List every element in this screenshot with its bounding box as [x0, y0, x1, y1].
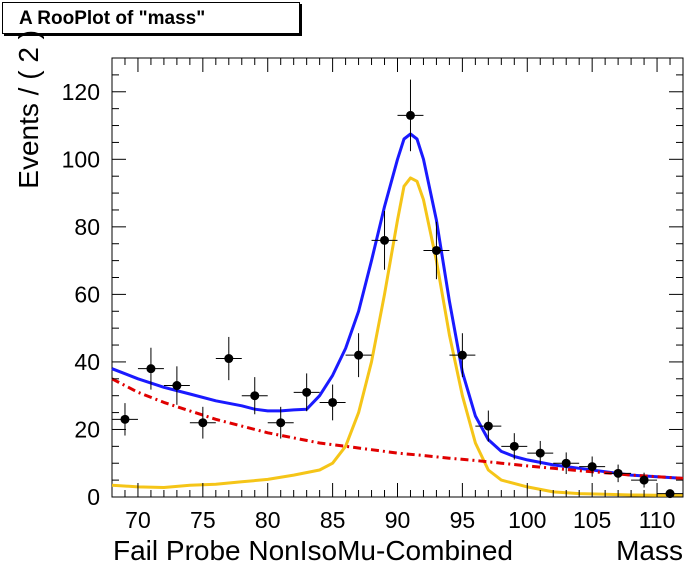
data-point [527, 440, 554, 466]
y-tick-label: 100 [62, 146, 100, 172]
y-tick-label: 80 [74, 214, 100, 240]
data-marker [509, 441, 519, 451]
chart-title: A RooPlot of "mass" [19, 8, 206, 29]
x-tick-label: 70 [125, 507, 151, 533]
data-marker [405, 110, 415, 120]
x-tick-label: 85 [320, 507, 346, 533]
y-axis-title: Events / ( 2 ) [13, 30, 44, 189]
x-tick-label: 75 [190, 507, 216, 533]
data-point [345, 333, 372, 378]
data-marker [535, 448, 545, 458]
data-point [631, 472, 658, 488]
data-point [371, 210, 398, 270]
data-marker [198, 418, 208, 428]
data-marker [354, 350, 364, 360]
data-marker [172, 381, 182, 391]
data-point [163, 366, 190, 405]
data-point [397, 79, 424, 152]
data-marker [380, 235, 390, 245]
x-tick-label: 110 [639, 507, 676, 533]
data-point [112, 403, 138, 436]
data-marker [120, 414, 130, 424]
data-marker [561, 458, 571, 468]
data-point [215, 336, 242, 381]
chart-title-box: A RooPlot of "mass" [2, 2, 300, 34]
signal-curve [111, 176, 683, 497]
data-marker [483, 421, 493, 431]
data-point [241, 377, 268, 415]
data-point [267, 406, 294, 439]
y-tick-label: 120 [62, 79, 100, 105]
data-marker [587, 462, 597, 472]
data-marker [276, 418, 286, 428]
data-marker [224, 354, 234, 364]
data-point [319, 384, 346, 421]
data-marker [431, 245, 441, 255]
x-tick-label: 80 [255, 507, 281, 533]
data-marker [613, 468, 623, 478]
x-tick-label: 105 [573, 507, 611, 533]
data-point [579, 456, 606, 477]
x-tick-label: 90 [385, 507, 411, 533]
data-point [475, 410, 502, 442]
y-tick-label: 0 [87, 484, 100, 510]
total-fit-curve [111, 132, 684, 480]
y-tick-label: 20 [74, 416, 100, 442]
background-curve [111, 377, 684, 480]
data-point [605, 464, 632, 483]
data-point [449, 333, 476, 378]
data-point [137, 347, 164, 390]
data-point [501, 433, 528, 460]
x-tick-label: 95 [450, 507, 476, 533]
x-tick-label: 100 [508, 507, 546, 533]
data-marker [250, 391, 260, 401]
data-marker [328, 397, 338, 407]
x-axis-title: Fail Probe NonIsoMu-Combined [113, 535, 513, 566]
x-axis-title-mass: Mass [616, 535, 683, 566]
data-point [553, 452, 580, 475]
data-marker [302, 387, 312, 397]
data-point [423, 221, 450, 280]
data-point [293, 373, 320, 412]
data-marker [639, 475, 649, 485]
data-point [189, 406, 216, 439]
plot-frame [111, 57, 684, 498]
y-tick-label: 40 [74, 349, 100, 375]
y-tick-label: 60 [74, 281, 100, 307]
data-marker [146, 364, 156, 374]
data-marker [457, 350, 467, 360]
